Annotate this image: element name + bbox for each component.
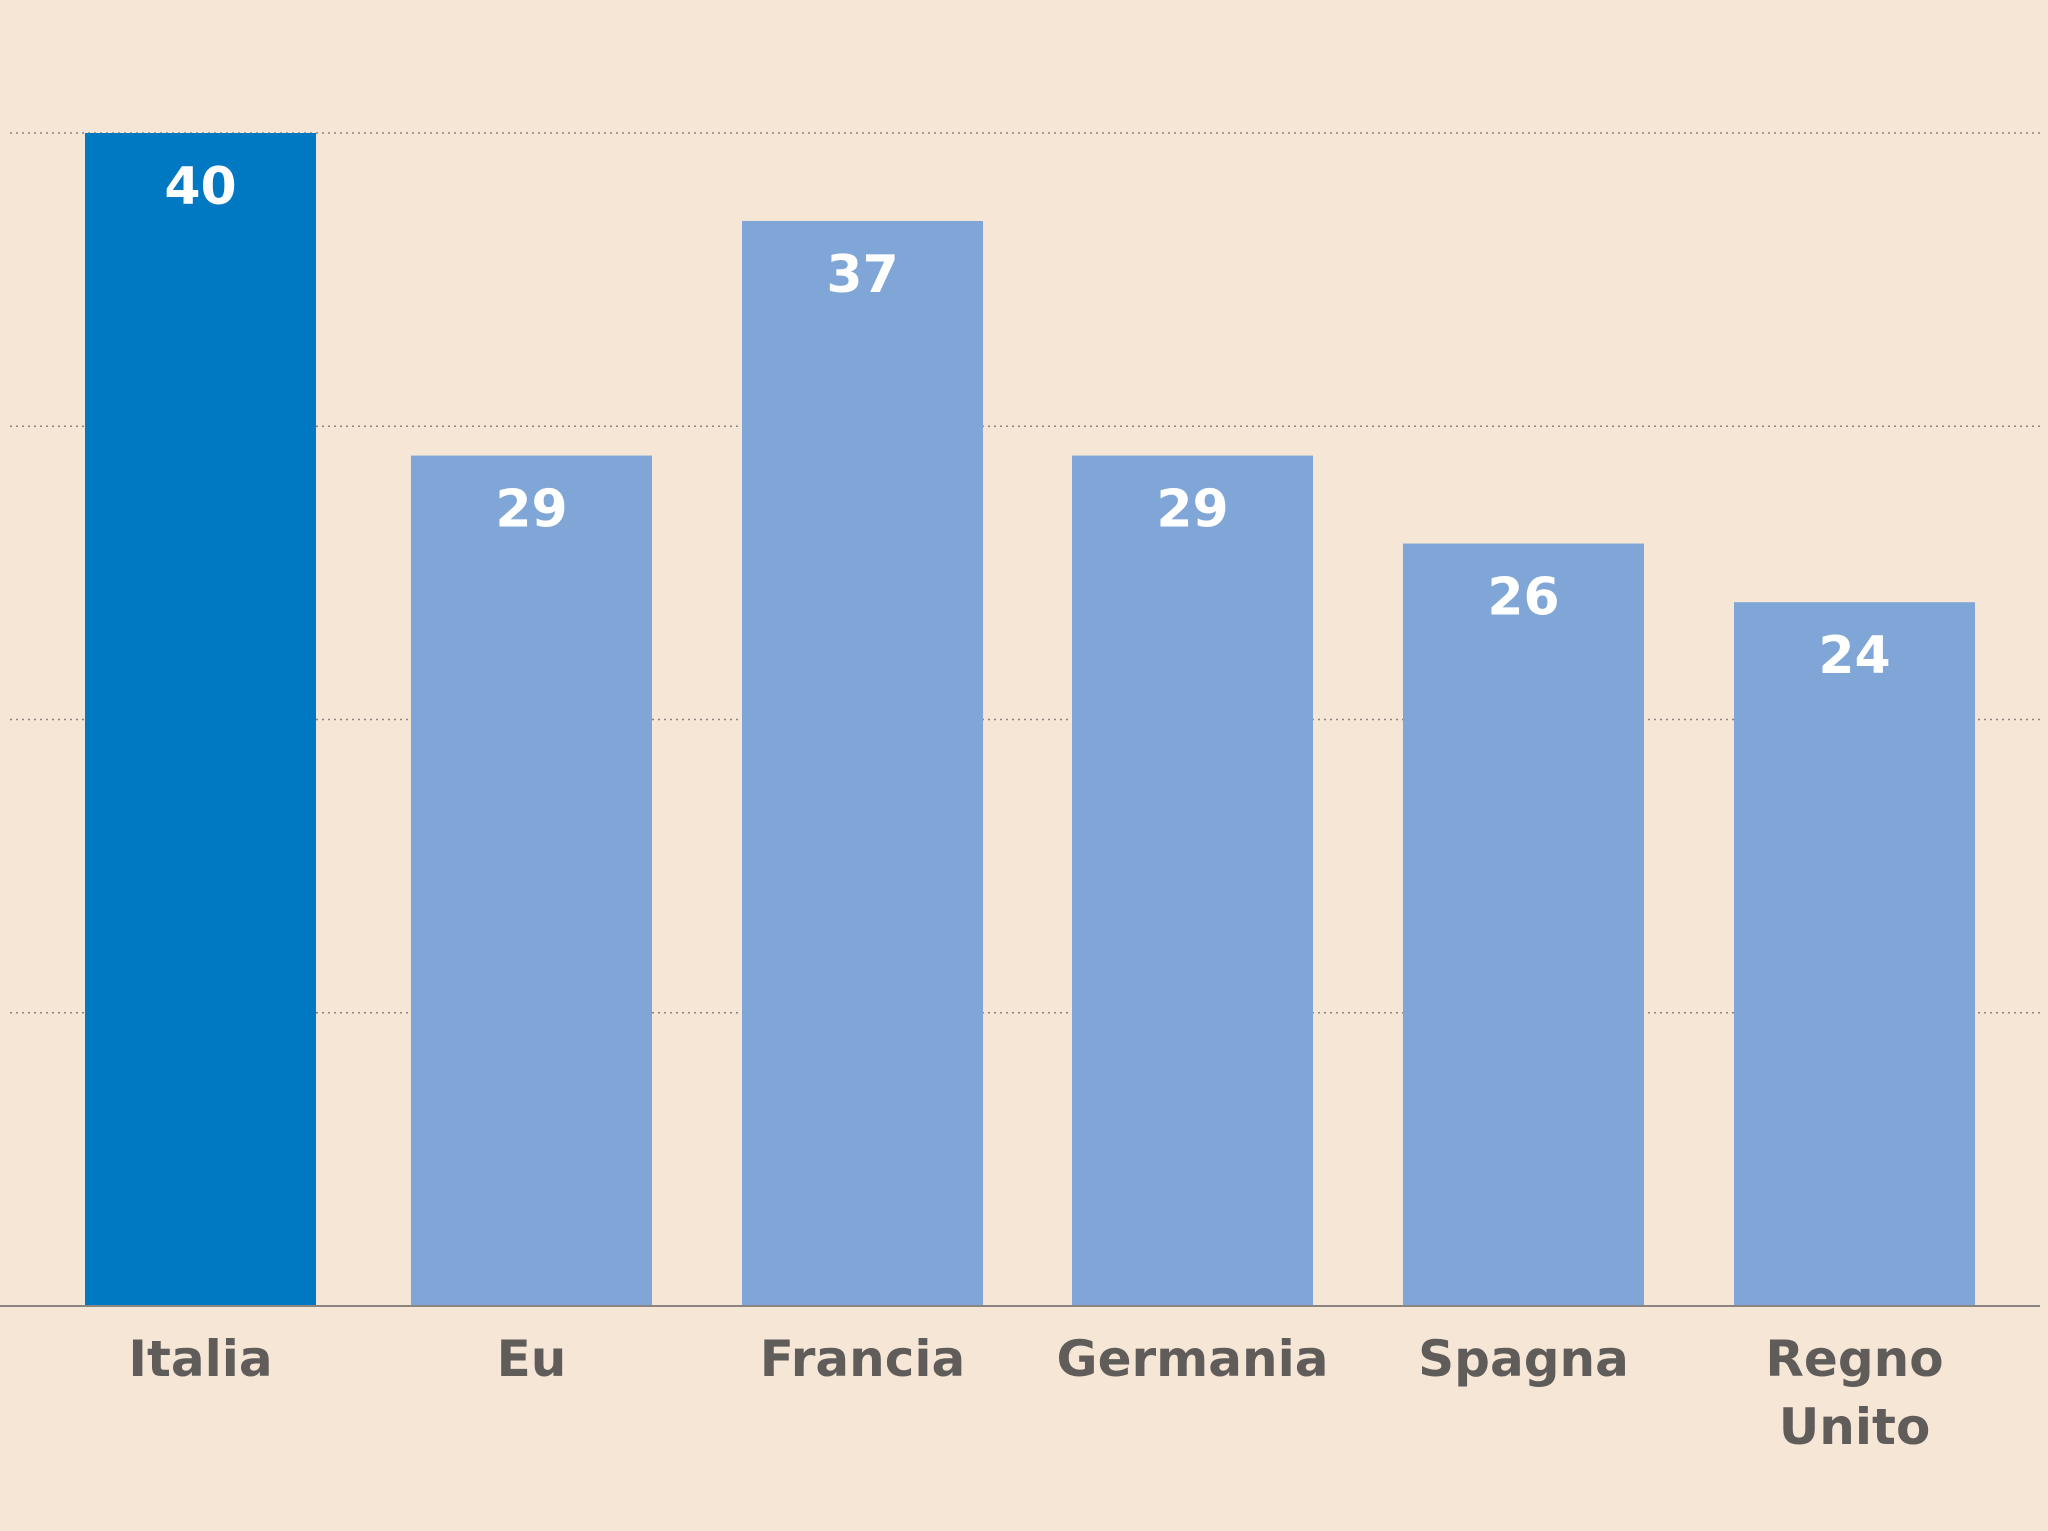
category-label-line: Germania <box>1057 1330 1329 1388</box>
bar-italia <box>85 133 316 1306</box>
bar-francia <box>742 220 983 1307</box>
category-label: Francia <box>760 1330 965 1388</box>
category-label: Eu <box>497 1330 567 1388</box>
bar-eu <box>411 455 652 1306</box>
value-label: 37 <box>826 245 898 305</box>
gridlines <box>10 132 2040 1014</box>
category-label: Spagna <box>1418 1330 1629 1388</box>
value-label: 29 <box>495 480 567 540</box>
category-label: Germania <box>1057 1330 1329 1388</box>
value-label: 26 <box>1487 568 1559 628</box>
category-label: Regno Unito <box>1765 1330 1943 1456</box>
value-labels: 40 29 37 29 26 24 <box>164 157 1890 686</box>
category-label-line: Francia <box>760 1330 965 1388</box>
bar-spagna <box>1403 543 1644 1306</box>
category-label-line: Eu <box>497 1330 567 1388</box>
value-label: 24 <box>1818 626 1890 686</box>
category-label-line: Regno <box>1765 1330 1943 1388</box>
bar-regno-unito <box>1734 602 1975 1306</box>
value-label: 40 <box>164 157 236 217</box>
bars <box>85 133 1975 1307</box>
category-label-line: Spagna <box>1418 1330 1629 1388</box>
category-labels: Italia Eu Francia Germania Spagna Regno Unito <box>128 1330 1943 1456</box>
category-label: Italia <box>128 1330 272 1388</box>
category-label-line: Italia <box>128 1330 272 1388</box>
bar-germania <box>1072 455 1313 1306</box>
value-label: 29 <box>1156 480 1228 540</box>
category-label-line: Unito <box>1779 1398 1931 1456</box>
